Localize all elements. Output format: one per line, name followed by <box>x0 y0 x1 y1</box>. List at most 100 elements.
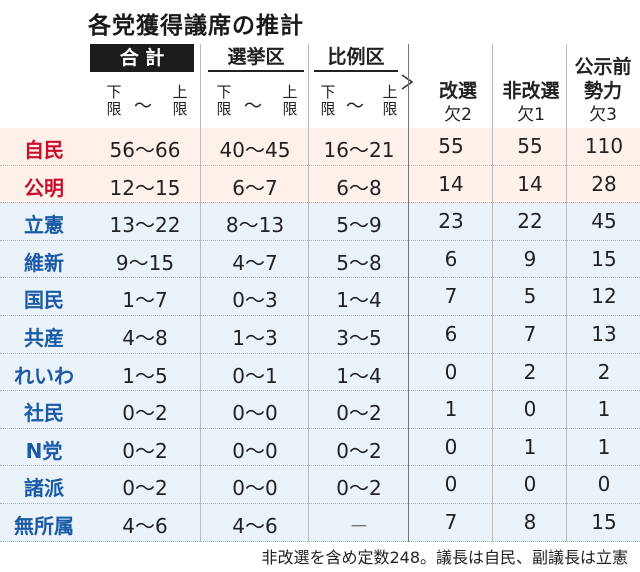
kouji-value: 110 <box>584 134 624 158</box>
party-name: 社民 <box>24 401 64 426</box>
table-row: 無所属 4〜6 4〜6 － 7 8 15 <box>0 504 640 542</box>
row-separator <box>0 164 640 167</box>
total-range: 4〜8 <box>122 326 168 350</box>
proportional-range: － <box>349 514 369 538</box>
kaisen-value: 1 <box>444 397 458 422</box>
hikaisen-value: 9 <box>523 246 537 271</box>
district-range: 4〜6 <box>232 514 278 538</box>
party-name: 共産 <box>24 326 64 350</box>
party-name: 公明 <box>24 175 64 200</box>
upper-label-district: 上限 <box>282 83 298 118</box>
lower-label-total: 下限 <box>106 83 122 118</box>
district-range: 1〜3 <box>232 326 278 350</box>
table-row: 自民 56〜66 40〜45 16〜21 55 55 110 <box>0 128 640 166</box>
row-separator <box>0 540 640 543</box>
proportional-range: 5〜8 <box>336 250 382 275</box>
district-range: 0〜0 <box>232 438 278 463</box>
proportional-range: 0〜2 <box>336 401 382 426</box>
party-name: N党 <box>25 438 63 463</box>
divider <box>200 44 201 542</box>
table-row: 公明 12〜15 6〜7 6〜8 14 14 28 <box>0 165 640 204</box>
proportional-range: 0〜2 <box>336 438 382 463</box>
header-hikaisen: 非改選 <box>502 80 560 102</box>
proportional-range: 6〜8 <box>336 175 382 200</box>
total-range: 4〜6 <box>122 514 168 538</box>
divider <box>566 44 567 542</box>
kouji-value: 15 <box>591 510 617 534</box>
total-range: 9〜15 <box>115 250 175 275</box>
hikaisen-value: 8 <box>523 510 537 534</box>
hikaisen-value: 0 <box>523 472 537 497</box>
total-range: 1〜5 <box>122 363 168 388</box>
tilde-proportional: 〜 <box>346 96 364 117</box>
row-separator <box>0 465 640 467</box>
party-name: 維新 <box>24 250 64 275</box>
table-row: 維新 9〜15 4〜7 5〜8 6 9 15 <box>0 240 640 279</box>
proportional-range: 16〜21 <box>323 138 395 162</box>
hikaisen-value: 55 <box>517 134 543 158</box>
kaisen-value: 55 <box>438 134 464 158</box>
divider <box>408 44 409 542</box>
chevron-right-icon <box>401 74 414 90</box>
upper-label-total: 上限 <box>172 83 188 118</box>
kouji-value: 45 <box>591 209 617 234</box>
header-total: 合 計 <box>90 44 194 72</box>
hikaisen-value: 1 <box>523 434 537 459</box>
kouji-value: 28 <box>591 171 617 196</box>
tilde-district: 〜 <box>244 96 262 117</box>
row-separator <box>0 390 640 392</box>
row-separator <box>0 427 640 430</box>
header-kouji-line2: 勢力 <box>583 80 622 102</box>
district-range: 40〜45 <box>219 138 291 162</box>
header-district: 選挙区 <box>208 44 304 72</box>
table-row: 共産 4〜8 1〜3 3〜5 6 7 13 <box>0 316 640 354</box>
party-name: 無所属 <box>14 514 74 538</box>
kouji-value: 15 <box>591 246 617 271</box>
total-range: 0〜2 <box>122 476 168 501</box>
header-kaisen: 改選 <box>438 80 477 102</box>
row-separator <box>0 352 640 355</box>
lower-label-proportional: 下限 <box>320 83 336 118</box>
upper-label-proportional: 上限 <box>382 83 398 118</box>
proportional-range: 3〜5 <box>336 326 382 350</box>
total-range: 0〜2 <box>122 401 168 426</box>
party-name: 自民 <box>24 138 64 162</box>
tilde-total: 〜 <box>134 96 152 117</box>
table-row: れいわ 1〜5 0〜1 1〜4 0 2 2 <box>0 353 640 392</box>
row-separator <box>0 502 640 505</box>
kaisen-value: 6 <box>444 246 458 271</box>
kaisen-value: 14 <box>438 171 464 196</box>
table-row: N党 0〜2 0〜0 0〜2 0 1 1 <box>0 428 640 467</box>
footer-note: 非改選を含め定数248。議長は自民、副議長は立憲 <box>261 548 628 567</box>
district-range: 0〜1 <box>232 363 278 388</box>
district-range: 4〜7 <box>232 250 278 275</box>
kouji-value: 2 <box>597 359 611 384</box>
total-range: 12〜15 <box>109 175 181 200</box>
kaisen-value: 0 <box>444 359 458 384</box>
total-range: 1〜7 <box>122 288 168 313</box>
party-name: 諸派 <box>24 476 64 501</box>
total-range: 56〜66 <box>109 138 181 162</box>
district-range: 0〜0 <box>232 476 278 501</box>
kaisen-value: 23 <box>438 209 464 234</box>
hikaisen-value: 14 <box>517 171 543 196</box>
kouji-value: 12 <box>591 284 617 309</box>
kaisen-value: 0 <box>444 472 458 497</box>
table-row: 社民 0〜2 0〜0 0〜2 1 0 1 <box>0 391 640 429</box>
vacancy-hikaisen: 欠1 <box>517 105 545 125</box>
proportional-range: 0〜2 <box>336 476 382 501</box>
proportional-range: 1〜4 <box>336 363 382 388</box>
kouji-value: 0 <box>597 472 611 497</box>
hikaisen-value: 0 <box>523 397 537 422</box>
hikaisen-value: 2 <box>523 359 537 384</box>
kouji-value: 1 <box>597 397 611 422</box>
district-range: 0〜3 <box>232 288 278 313</box>
row-separator <box>0 202 640 204</box>
proportional-range: 5〜9 <box>336 213 382 238</box>
divider <box>492 44 493 542</box>
row-separator <box>0 277 640 279</box>
proportional-range: 1〜4 <box>336 288 382 313</box>
row-separator <box>0 239 640 242</box>
kaisen-value: 6 <box>444 322 458 346</box>
party-name: 立憲 <box>24 213 64 238</box>
